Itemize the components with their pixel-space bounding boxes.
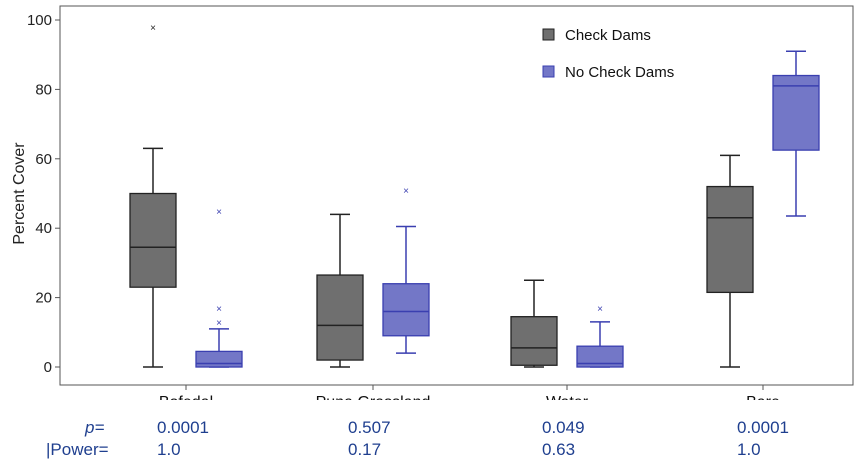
- y-tick-label: 60: [35, 151, 52, 168]
- y-tick-label: 100: [27, 12, 52, 29]
- box-check-dams: [510, 316, 558, 366]
- legend-swatch: [542, 65, 555, 78]
- box-no-check-dams: [576, 345, 624, 368]
- p-value-bare: 0.0001: [737, 418, 789, 437]
- outlier-point: ×: [403, 186, 409, 197]
- p-value-bofedal: 0.0001: [157, 418, 209, 437]
- box-plot-chart: 0 20 40 60 80 100 Percent Cover Bofedal Puna Gra…: [11, 5, 854, 400]
- x-tick-label: Water: [546, 394, 589, 400]
- legend-swatch: [542, 28, 555, 41]
- legend-label: No Check Dams: [565, 64, 674, 81]
- box-no-check-dams: [195, 350, 243, 368]
- box-check-dams: [706, 185, 754, 294]
- y-tick-label: 40: [35, 220, 52, 237]
- plot-frame: [59, 5, 854, 386]
- outlier-point: ×: [216, 207, 222, 218]
- box-no-check-dams: [382, 283, 430, 337]
- power-label: |Power=: [46, 440, 109, 459]
- power-value-puna-grassland: 0.17: [348, 440, 382, 459]
- y-axis-label: Percent Cover: [11, 142, 28, 245]
- y-tick-label: 0: [44, 359, 52, 376]
- power-value-bare: 1.0: [737, 440, 761, 459]
- p-value-puna-grassland: 0.507: [348, 418, 391, 437]
- p-value-label: p=: [85, 418, 105, 437]
- box-check-dams: [316, 274, 364, 361]
- outlier-point: ×: [150, 23, 156, 34]
- x-tick-label: Bofedal: [159, 394, 213, 400]
- power-value-bofedal: 1.0: [157, 440, 181, 459]
- outlier-point: ×: [216, 318, 222, 329]
- box-no-check-dams: [772, 74, 820, 151]
- y-tick-label: 80: [35, 81, 52, 98]
- outlier-point: ×: [597, 304, 603, 315]
- y-tick-label: 20: [35, 290, 52, 307]
- x-tick-label: Puna Grassland: [316, 394, 431, 400]
- box-check-dams: [129, 192, 177, 288]
- power-value-water: 0.63: [542, 440, 576, 459]
- p-value-water: 0.049: [542, 418, 585, 437]
- outlier-point: ×: [216, 304, 222, 315]
- legend-label: Check Dams: [565, 27, 651, 44]
- x-tick-label: Bare: [746, 394, 780, 400]
